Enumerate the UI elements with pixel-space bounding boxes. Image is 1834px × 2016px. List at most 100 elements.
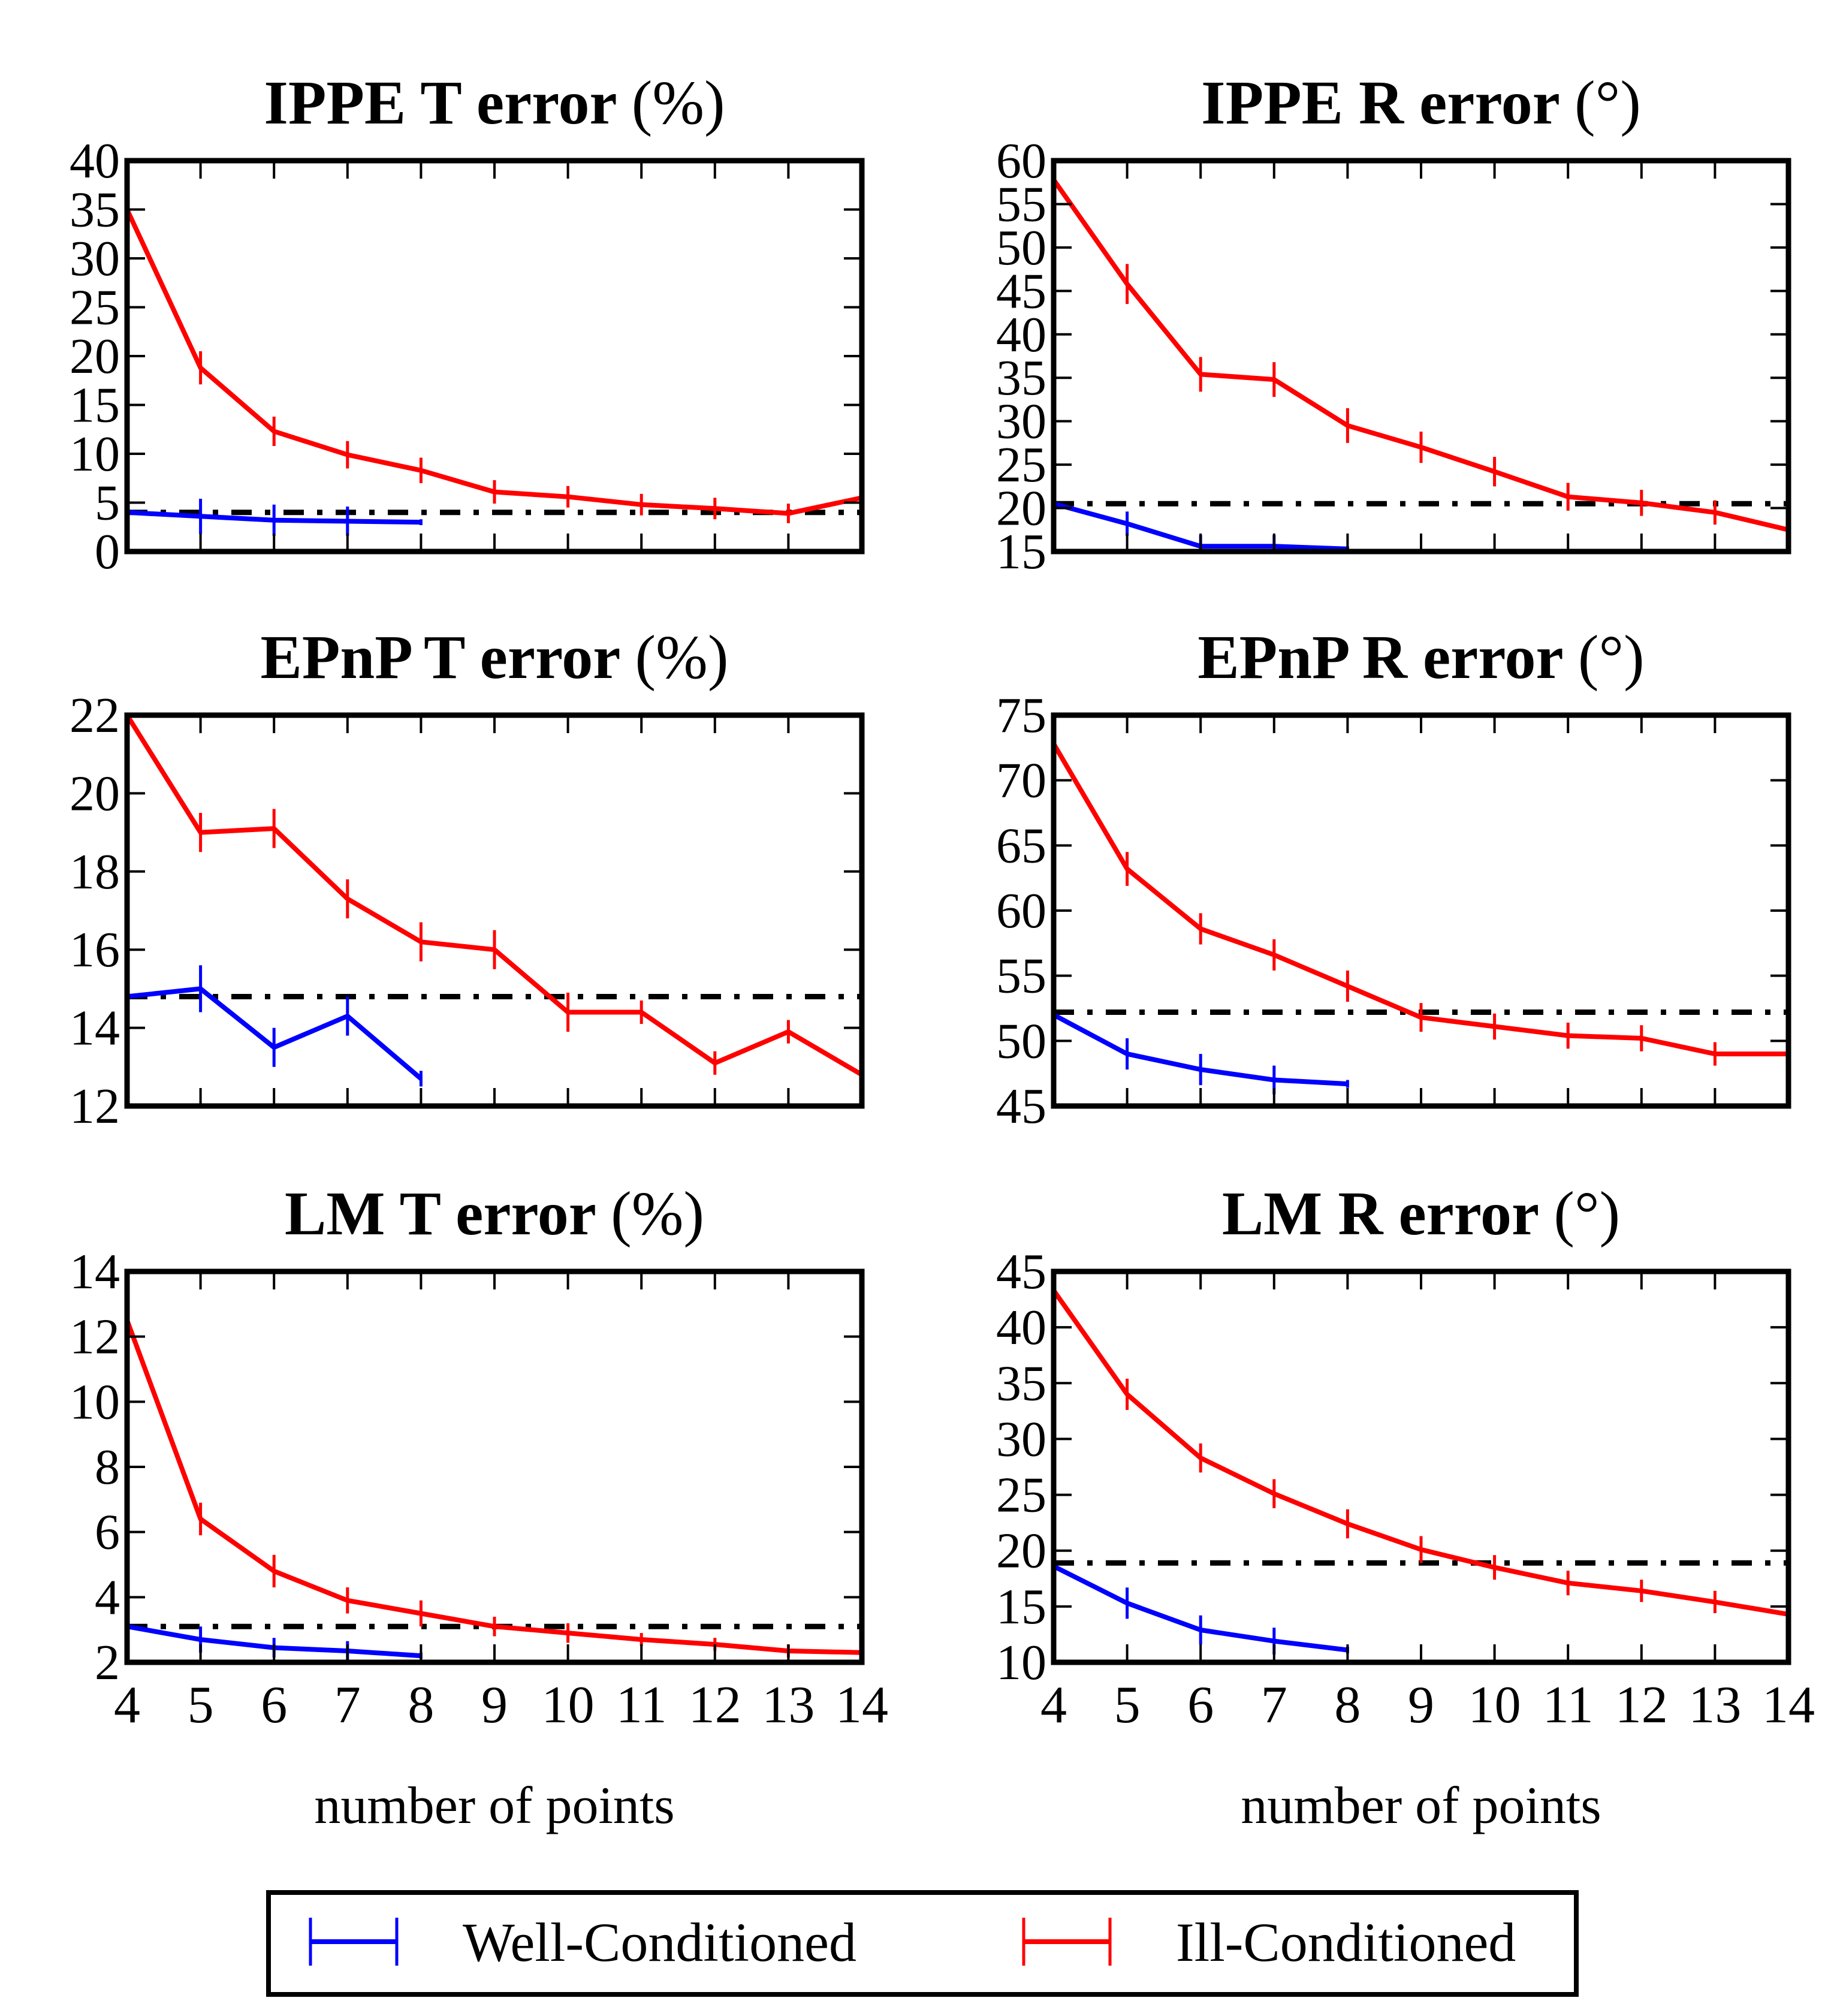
y-tick-label: 14 — [70, 1244, 120, 1300]
y-tick-label: 55 — [996, 948, 1046, 1004]
plot-area — [1054, 1287, 1788, 1655]
y-tick-label: 5 — [95, 475, 120, 531]
x-tick-label: 4 — [1040, 1676, 1067, 1734]
chart-title-unit: (°) — [1554, 1179, 1620, 1248]
x-tick-label: 14 — [1762, 1676, 1815, 1734]
x-tick-label: 6 — [1187, 1676, 1214, 1734]
plot-frame — [1051, 712, 1791, 1109]
x-tick-label: 13 — [762, 1676, 815, 1734]
series-line-ill — [1054, 178, 1788, 532]
y-tick-label: 25 — [70, 280, 120, 336]
y-tick-label: 6 — [95, 1505, 120, 1560]
y-tick-label: 22 — [70, 688, 120, 743]
x-tick-label: 8 — [1334, 1676, 1361, 1734]
y-tick-label: 14 — [70, 1001, 120, 1056]
chart-epnp-t: EPnP T error (%) 12 14 16 18 20 22 — [70, 623, 865, 1134]
plot-frame — [124, 1268, 865, 1665]
x-tick-label: 7 — [334, 1676, 361, 1734]
y-tick-label: 15 — [996, 1579, 1046, 1635]
y-tick-label: 10 — [70, 426, 120, 482]
series-line-ill — [127, 1319, 862, 1655]
chart-title: IPPE R error (°) — [1201, 68, 1641, 137]
legend-item: Ill-Conditioned — [1022, 1912, 1516, 1973]
y-tick-label: 40 — [70, 133, 120, 189]
x-axis-label: number of points — [314, 1777, 674, 1835]
y-tick-label: 20 — [996, 481, 1046, 537]
y-tick-label: 35 — [996, 350, 1046, 406]
y-tick-label: 25 — [996, 1467, 1046, 1523]
y-tick-label: 30 — [996, 394, 1046, 450]
plot-frame — [1051, 1268, 1791, 1665]
y-tick-label: 20 — [996, 1523, 1046, 1579]
x-tick-label: 12 — [689, 1676, 741, 1734]
x-tick-label: 6 — [261, 1676, 287, 1734]
y-tick-label: 35 — [996, 1355, 1046, 1411]
y-tick-label: 65 — [996, 818, 1046, 873]
y-tick-label: 50 — [996, 220, 1046, 276]
x-tick-label: 10 — [542, 1676, 595, 1734]
y-tick-label: 75 — [996, 688, 1046, 743]
y-tick-label: 2 — [95, 1635, 120, 1690]
chart-title-unit: (%) — [611, 1179, 704, 1248]
chart-title: EPnP R error (°) — [1197, 623, 1644, 692]
chart-lm-t: LM T error (%)4 5 6 7 8 9 10 11 12 13 142468101214… — [70, 1179, 888, 1835]
y-tick-label: 30 — [70, 231, 120, 287]
chart-title-unit: (°) — [1574, 68, 1641, 137]
y-tick-label: 40 — [996, 1300, 1046, 1355]
x-tick-label: 9 — [1408, 1676, 1434, 1734]
plot-frame — [124, 712, 865, 1109]
chart-title-unit: (%) — [632, 68, 725, 137]
y-tick-label: 45 — [996, 263, 1046, 319]
y-tick-label: 18 — [70, 844, 120, 900]
legend: Well-Conditioned Ill-Conditioned — [266, 1890, 1579, 1997]
y-tick-label: 35 — [70, 182, 120, 238]
x-tick-label: 14 — [835, 1676, 888, 1734]
chart-title-unit: (°) — [1578, 623, 1645, 692]
y-tick-label: 20 — [70, 329, 120, 384]
plot-frame — [1051, 158, 1791, 555]
x-tick-label: 7 — [1261, 1676, 1287, 1734]
chart-epnp-r: EPnP R error (°) 45 50 55 60 65 70 75 — [996, 623, 1791, 1134]
y-tick-label: 45 — [996, 1244, 1046, 1300]
y-tick-label: 55 — [996, 176, 1046, 232]
series-line-ill — [127, 208, 862, 516]
y-tick-label: 20 — [70, 766, 120, 821]
plot-area — [1054, 177, 1788, 552]
plot-frame — [124, 158, 865, 555]
y-tick-label: 60 — [996, 883, 1046, 939]
chart-title-main: IPPE T error — [264, 68, 631, 137]
plot-area — [1054, 740, 1788, 1095]
chart-title: EPnP T error (%) — [261, 623, 729, 692]
chart-lm-r: LM R error (°)4 5 6 7 8 9 10 11 12 13 141015202530… — [996, 1179, 1815, 1835]
y-tick-label: 45 — [996, 1078, 1046, 1134]
y-tick-label: 50 — [996, 1013, 1046, 1069]
y-tick-label: 60 — [996, 133, 1046, 189]
y-tick-label: 12 — [70, 1309, 120, 1365]
x-tick-label: 10 — [1468, 1676, 1521, 1734]
x-axis-label: number of points — [1241, 1777, 1601, 1835]
y-tick-label: 16 — [70, 922, 120, 978]
x-tick-label: 13 — [1688, 1676, 1741, 1734]
chart-title-unit: (%) — [635, 623, 729, 692]
chart-title: LM R error (°) — [1222, 1179, 1620, 1248]
y-tick-label: 8 — [95, 1439, 120, 1495]
chart-title: LM T error (%) — [285, 1179, 704, 1248]
legend-item: Well-Conditioned — [309, 1912, 856, 1973]
y-tick-label: 70 — [996, 753, 1046, 809]
y-tick-label: 0 — [95, 524, 120, 580]
legend-label: Ill-Conditioned — [1176, 1912, 1516, 1973]
y-tick-label: 10 — [996, 1635, 1046, 1690]
chart-title-main: LM T error — [285, 1179, 611, 1248]
chart-title: IPPE T error (%) — [264, 68, 725, 137]
chart-title-main: LM R error — [1222, 1179, 1554, 1248]
x-tick-label: 11 — [616, 1676, 667, 1734]
y-tick-label: 12 — [70, 1078, 120, 1134]
y-tick-label: 4 — [95, 1569, 120, 1625]
x-tick-label: 11 — [1543, 1676, 1594, 1734]
legend-frame — [266, 1890, 1579, 1997]
y-tick-label: 15 — [996, 524, 1046, 580]
y-tick-label: 15 — [70, 378, 120, 433]
